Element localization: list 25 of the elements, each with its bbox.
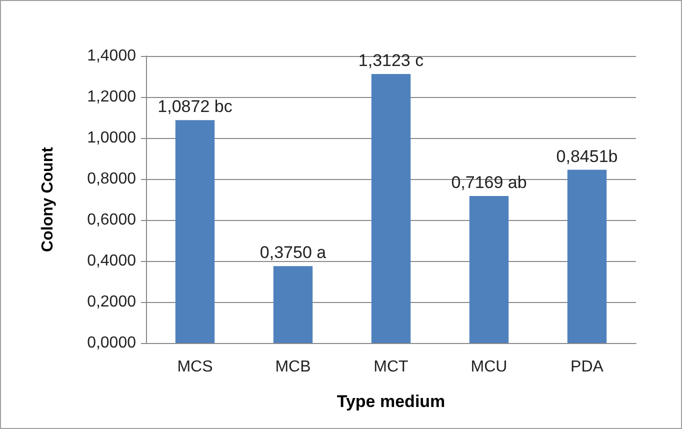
x-axis-title: Type medium [336,392,446,411]
y-tick-label: 0,4000 [87,252,136,270]
bar [273,266,313,343]
bar [175,120,215,343]
y-tick-label: 1,4000 [87,48,136,64]
data-label: 1,3123 c [358,50,424,70]
data-label: 1,0872 bc [158,97,233,116]
y-tick-label: 0,8000 [87,170,136,188]
bar [469,196,509,343]
bar [371,74,411,343]
y-tick-label: 0,2000 [87,294,136,310]
y-axis-title: Colony Count [40,146,56,252]
x-tick-label: MCS [177,358,213,376]
y-tick-label: 0,0000 [87,334,136,352]
x-tick-label: MCU [470,358,508,376]
x-tick-label: MCT [374,358,409,376]
data-label: 0,3750 a [260,243,327,262]
y-tick-label: 1,2000 [87,88,136,106]
x-tick-label: MCB [275,358,311,376]
data-label: 0,7169 ab [451,173,527,192]
bar [567,170,607,343]
y-tick-label: 1,0000 [87,130,136,146]
y-tick-label: 0,6000 [87,212,136,228]
x-tick-label: PDA [570,358,604,376]
data-label: 0,8451b [556,146,618,166]
